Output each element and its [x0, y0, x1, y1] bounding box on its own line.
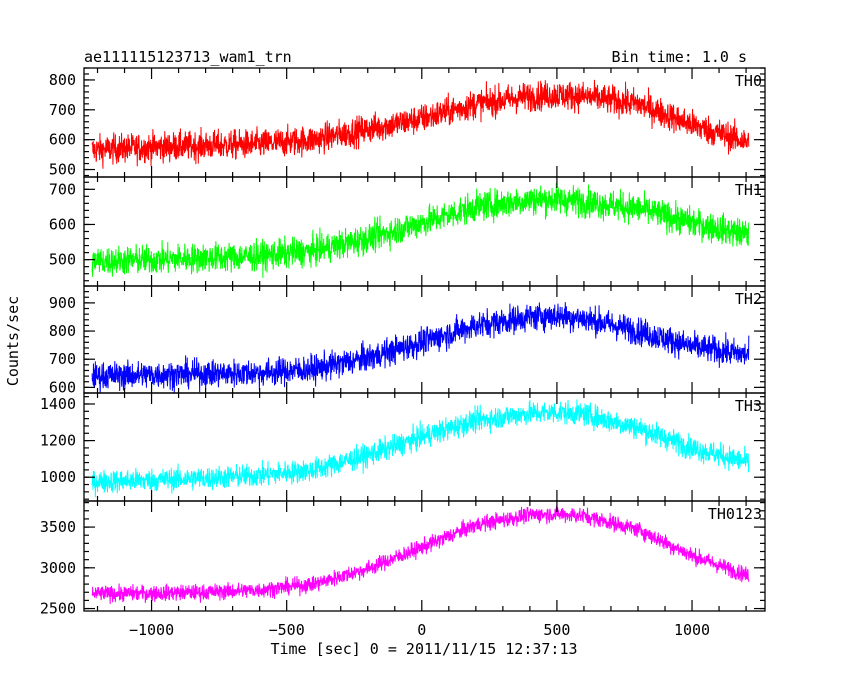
bin-time-label: Bin time: 1.0 s: [612, 48, 747, 66]
y-axis-label: Counts/sec: [4, 296, 22, 386]
y-tick-label: 1000: [40, 468, 76, 486]
y-tick-label: 600: [49, 378, 76, 396]
panel-label-th0: TH0: [735, 72, 762, 90]
panel-label-th3: TH3: [735, 397, 762, 415]
panel-frame-th0123: [83, 500, 766, 612]
y-tick-label: 600: [49, 215, 76, 233]
series-line-th3: [91, 399, 750, 498]
y-tick-label: 1400: [40, 395, 76, 413]
y-tick-label: 800: [49, 71, 76, 89]
x-tick-label: 500: [543, 621, 570, 639]
panel-frame-th3: [83, 392, 766, 502]
x-tick-label: −1000: [129, 621, 174, 639]
y-tick-label: 3000: [40, 559, 76, 577]
panels-group: 500 600 700 800 TH0 500 600 700 TH1 600 700 800 900 T…: [40, 67, 766, 639]
y-tick-label: 2500: [40, 600, 76, 618]
x-tick-label: 0: [417, 621, 426, 639]
y-tick-label: 500: [49, 161, 76, 179]
y-tick-label: 1200: [40, 432, 76, 450]
y-tick-label: 700: [49, 180, 76, 198]
series-line-th1: [91, 182, 750, 278]
chart-title: ae111115123713_wam1_trn: [84, 48, 292, 66]
y-tick-label: 500: [49, 251, 76, 269]
panel-label-th1: TH1: [735, 181, 762, 199]
y-tick-label: 700: [49, 101, 76, 119]
panel-label-th0123: TH0123: [708, 505, 762, 523]
y-tick-label: 3500: [40, 518, 76, 536]
series-line-th0: [91, 79, 750, 169]
x-tick-label: −500: [269, 621, 305, 639]
series-line-th2: [91, 302, 750, 393]
panel-label-th2: TH2: [735, 290, 762, 308]
y-tick-label: 800: [49, 322, 76, 340]
y-tick-label: 700: [49, 350, 76, 368]
x-axis-label: Time [sec] 0 = 2011/11/15 12:37:13: [270, 640, 577, 658]
y-tick-label: 600: [49, 131, 76, 149]
x-tick-label: 1000: [674, 621, 710, 639]
series-line-th0123: [91, 504, 750, 604]
y-tick-label: 900: [49, 294, 76, 312]
